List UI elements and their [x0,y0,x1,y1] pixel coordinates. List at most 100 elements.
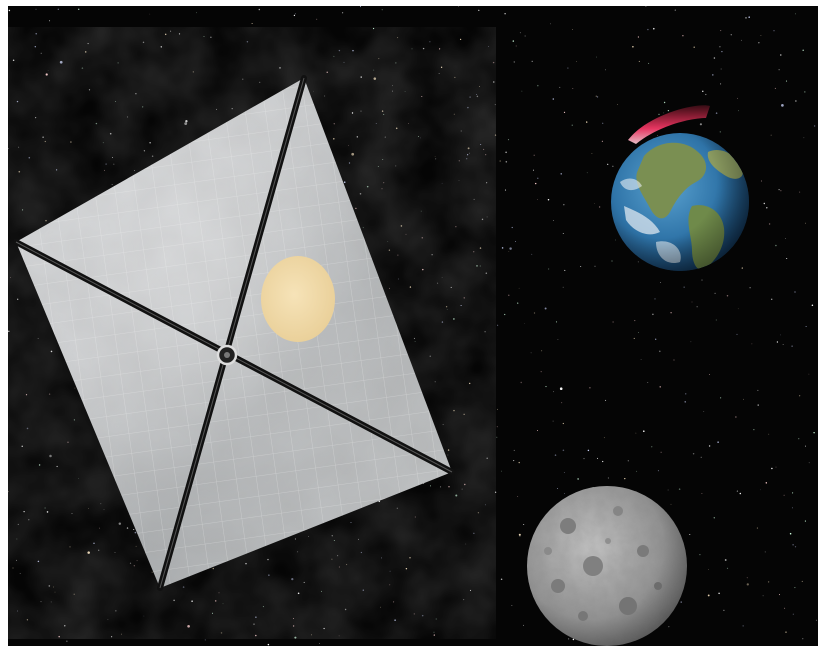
star [587,449,590,452]
star [420,137,421,139]
star [700,456,702,458]
star [218,592,220,594]
star [536,199,538,201]
star [486,182,488,184]
star [605,399,607,401]
star [321,590,322,592]
star [779,594,780,596]
star [603,437,605,439]
star [696,306,698,308]
star [421,95,423,98]
star [178,33,181,35]
star [441,276,443,278]
star [469,589,472,591]
star [222,603,224,605]
star [594,265,596,267]
star [804,520,806,522]
star [508,251,510,253]
star [40,601,42,603]
star [513,61,516,63]
star [389,570,391,572]
star [397,37,399,39]
star [413,337,415,339]
star [37,560,40,563]
star [448,486,450,488]
star [360,76,362,78]
star [114,551,116,553]
star [580,266,582,267]
star [798,438,800,440]
star [192,71,194,73]
star [780,54,782,56]
star [524,35,526,37]
star [518,287,520,289]
star [77,8,80,11]
star [746,577,748,579]
star [485,154,487,156]
star [699,123,702,126]
star [447,449,450,451]
star [18,170,21,173]
star [16,100,19,103]
star [572,87,574,89]
star [757,389,759,391]
star [607,477,609,479]
star [572,28,573,30]
star [389,287,390,289]
star [45,219,47,222]
star [770,134,772,136]
star [708,445,711,447]
star [355,207,357,210]
star [465,543,467,545]
star [422,47,425,50]
star [720,30,722,32]
star [99,527,100,529]
star [453,113,455,115]
star [8,491,9,493]
star [251,23,253,24]
star [673,359,675,361]
star [523,624,525,626]
star [719,45,721,48]
star [504,313,506,316]
star [460,304,462,307]
star [746,583,749,586]
star [52,586,54,588]
star [184,122,188,125]
star [409,557,411,559]
star [149,13,151,15]
star [741,267,743,269]
star [720,83,722,85]
star [548,268,550,270]
star [151,155,154,157]
star [660,451,662,453]
star [337,555,339,557]
star [84,51,87,53]
star [736,333,738,335]
star [100,503,102,505]
star [485,272,488,274]
star [794,291,796,293]
star [267,558,269,561]
star [804,91,806,93]
star [373,77,377,80]
star [136,560,138,562]
star [182,586,185,588]
star [784,607,786,609]
star [35,117,37,119]
star [598,206,601,208]
star [596,56,597,58]
star [377,166,379,167]
star [505,161,508,163]
star [331,558,333,560]
star [519,32,521,34]
star [397,254,399,256]
star [434,381,436,383]
star [583,458,585,460]
star [594,203,595,205]
star [808,462,810,464]
star [466,158,468,160]
star [557,488,558,489]
star [435,158,437,160]
star [701,279,703,281]
